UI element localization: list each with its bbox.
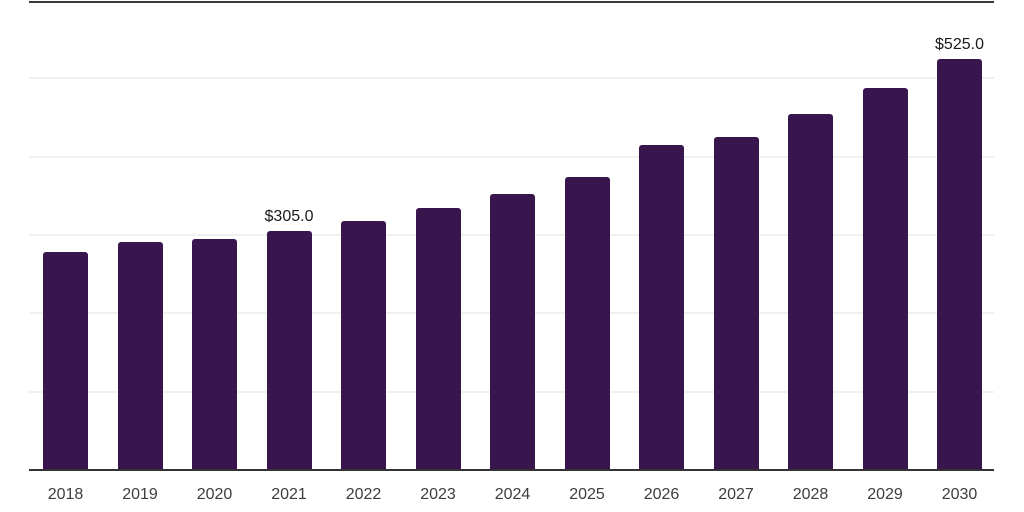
x-tick-label: 2020 [196, 486, 233, 503]
x-tick-label: 2022 [345, 486, 382, 503]
x-tick-label: 2028 [792, 486, 829, 503]
x-tick-label: 2029 [867, 486, 903, 503]
x-tick-label: 2027 [718, 486, 754, 503]
bar [713, 137, 759, 470]
bar [639, 144, 684, 470]
x-tick-label: 2021 [271, 486, 307, 503]
bar [564, 177, 610, 470]
bar [266, 231, 312, 470]
bar [192, 238, 237, 470]
bar [117, 242, 163, 470]
x-tick-label: 2019 [122, 486, 158, 503]
x-tick-label: 2030 [941, 486, 978, 503]
bar [490, 194, 535, 470]
x-axis-line [29, 469, 994, 471]
bar [937, 58, 982, 470]
x-tick-label: 2025 [569, 486, 605, 503]
bar [862, 87, 908, 470]
gridline [29, 77, 994, 80]
x-tick-label: 2024 [494, 486, 531, 503]
plot-top-border [29, 1, 994, 3]
bar [341, 220, 386, 470]
bar [43, 252, 88, 470]
gridline [29, 155, 994, 158]
x-tick-label: 2026 [643, 486, 680, 503]
bar-value-label: $525.0 [935, 35, 984, 53]
bar-value-label: $305.0 [264, 208, 314, 226]
bar [788, 113, 833, 470]
bar [415, 208, 461, 470]
x-tick-label: 2018 [47, 486, 84, 503]
x-tick-label: 2023 [420, 486, 456, 503]
